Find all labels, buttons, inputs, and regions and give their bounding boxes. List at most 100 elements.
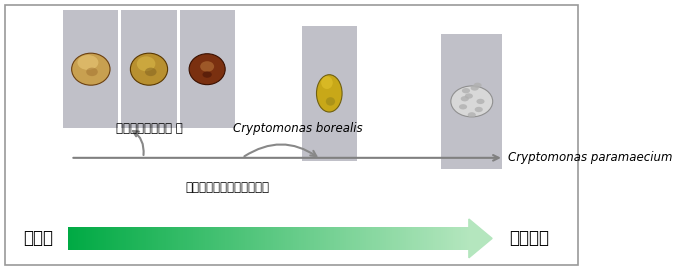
- Bar: [366, 227, 369, 250]
- FancyArrowPatch shape: [73, 155, 498, 161]
- Bar: [192, 227, 195, 250]
- Bar: [322, 227, 324, 250]
- Bar: [356, 227, 358, 250]
- Bar: [194, 227, 197, 250]
- Bar: [63, 10, 118, 128]
- Bar: [132, 227, 135, 250]
- Bar: [273, 227, 276, 250]
- Bar: [186, 227, 189, 250]
- Bar: [140, 227, 143, 250]
- Bar: [303, 227, 306, 250]
- Bar: [286, 227, 288, 250]
- Ellipse shape: [78, 55, 99, 70]
- Bar: [326, 227, 328, 250]
- Bar: [294, 227, 296, 250]
- Ellipse shape: [200, 61, 214, 72]
- Bar: [457, 227, 460, 250]
- Bar: [171, 227, 173, 250]
- Bar: [370, 227, 373, 250]
- Bar: [451, 227, 454, 250]
- Bar: [418, 227, 421, 250]
- Text: Cryptomonas paramaecium: Cryptomonas paramaecium: [508, 151, 673, 164]
- Bar: [221, 227, 224, 250]
- Ellipse shape: [459, 104, 467, 109]
- Bar: [201, 227, 203, 250]
- Bar: [318, 227, 320, 250]
- Bar: [297, 227, 300, 250]
- Bar: [144, 227, 147, 250]
- Bar: [407, 227, 409, 250]
- Bar: [396, 227, 399, 250]
- Bar: [441, 34, 503, 168]
- Ellipse shape: [203, 71, 211, 78]
- Bar: [271, 227, 274, 250]
- Bar: [282, 227, 284, 250]
- Bar: [114, 227, 116, 250]
- Bar: [213, 227, 216, 250]
- Bar: [320, 227, 322, 250]
- Bar: [420, 227, 423, 250]
- Bar: [237, 227, 239, 250]
- Bar: [301, 227, 304, 250]
- Bar: [219, 227, 222, 250]
- Bar: [263, 227, 266, 250]
- Bar: [243, 227, 245, 250]
- Bar: [169, 227, 171, 250]
- Bar: [203, 227, 205, 250]
- Bar: [459, 227, 461, 250]
- Bar: [69, 227, 72, 250]
- Bar: [75, 227, 78, 250]
- Ellipse shape: [462, 88, 470, 93]
- Bar: [414, 227, 417, 250]
- Bar: [394, 227, 397, 250]
- Bar: [229, 227, 231, 250]
- Bar: [435, 227, 437, 250]
- Bar: [384, 227, 387, 250]
- Bar: [251, 227, 254, 250]
- Bar: [426, 227, 429, 250]
- Bar: [461, 227, 463, 250]
- Bar: [124, 227, 126, 250]
- Bar: [284, 227, 286, 250]
- Bar: [100, 227, 103, 250]
- Ellipse shape: [189, 54, 225, 85]
- Bar: [439, 227, 441, 250]
- Text: 非光合成: 非光合成: [509, 230, 549, 247]
- Bar: [344, 227, 346, 250]
- FancyArrowPatch shape: [244, 144, 316, 156]
- Bar: [374, 227, 377, 250]
- Bar: [386, 227, 389, 250]
- Bar: [80, 227, 82, 250]
- Bar: [253, 227, 256, 250]
- Bar: [428, 227, 431, 250]
- Bar: [138, 227, 141, 250]
- Bar: [416, 227, 419, 250]
- Bar: [227, 227, 229, 250]
- Bar: [352, 227, 354, 250]
- Bar: [465, 227, 467, 250]
- Bar: [463, 227, 465, 250]
- Bar: [307, 227, 310, 250]
- Bar: [163, 227, 165, 250]
- Text: その他のクリプト 藻: その他のクリプト 藻: [116, 122, 182, 135]
- Bar: [295, 227, 298, 250]
- Ellipse shape: [71, 53, 110, 85]
- Bar: [261, 227, 264, 250]
- Bar: [430, 227, 433, 250]
- Bar: [360, 227, 362, 250]
- Bar: [142, 227, 145, 250]
- Bar: [358, 227, 360, 250]
- Ellipse shape: [86, 68, 98, 76]
- Bar: [188, 227, 191, 250]
- Bar: [90, 227, 92, 250]
- Bar: [241, 227, 243, 250]
- Bar: [342, 227, 344, 250]
- Ellipse shape: [468, 112, 476, 117]
- Text: Cryptomonas borealis: Cryptomonas borealis: [233, 122, 363, 135]
- Bar: [348, 227, 350, 250]
- Ellipse shape: [461, 96, 469, 102]
- Bar: [290, 227, 292, 250]
- Bar: [67, 227, 70, 250]
- Bar: [265, 227, 268, 250]
- Bar: [338, 227, 341, 250]
